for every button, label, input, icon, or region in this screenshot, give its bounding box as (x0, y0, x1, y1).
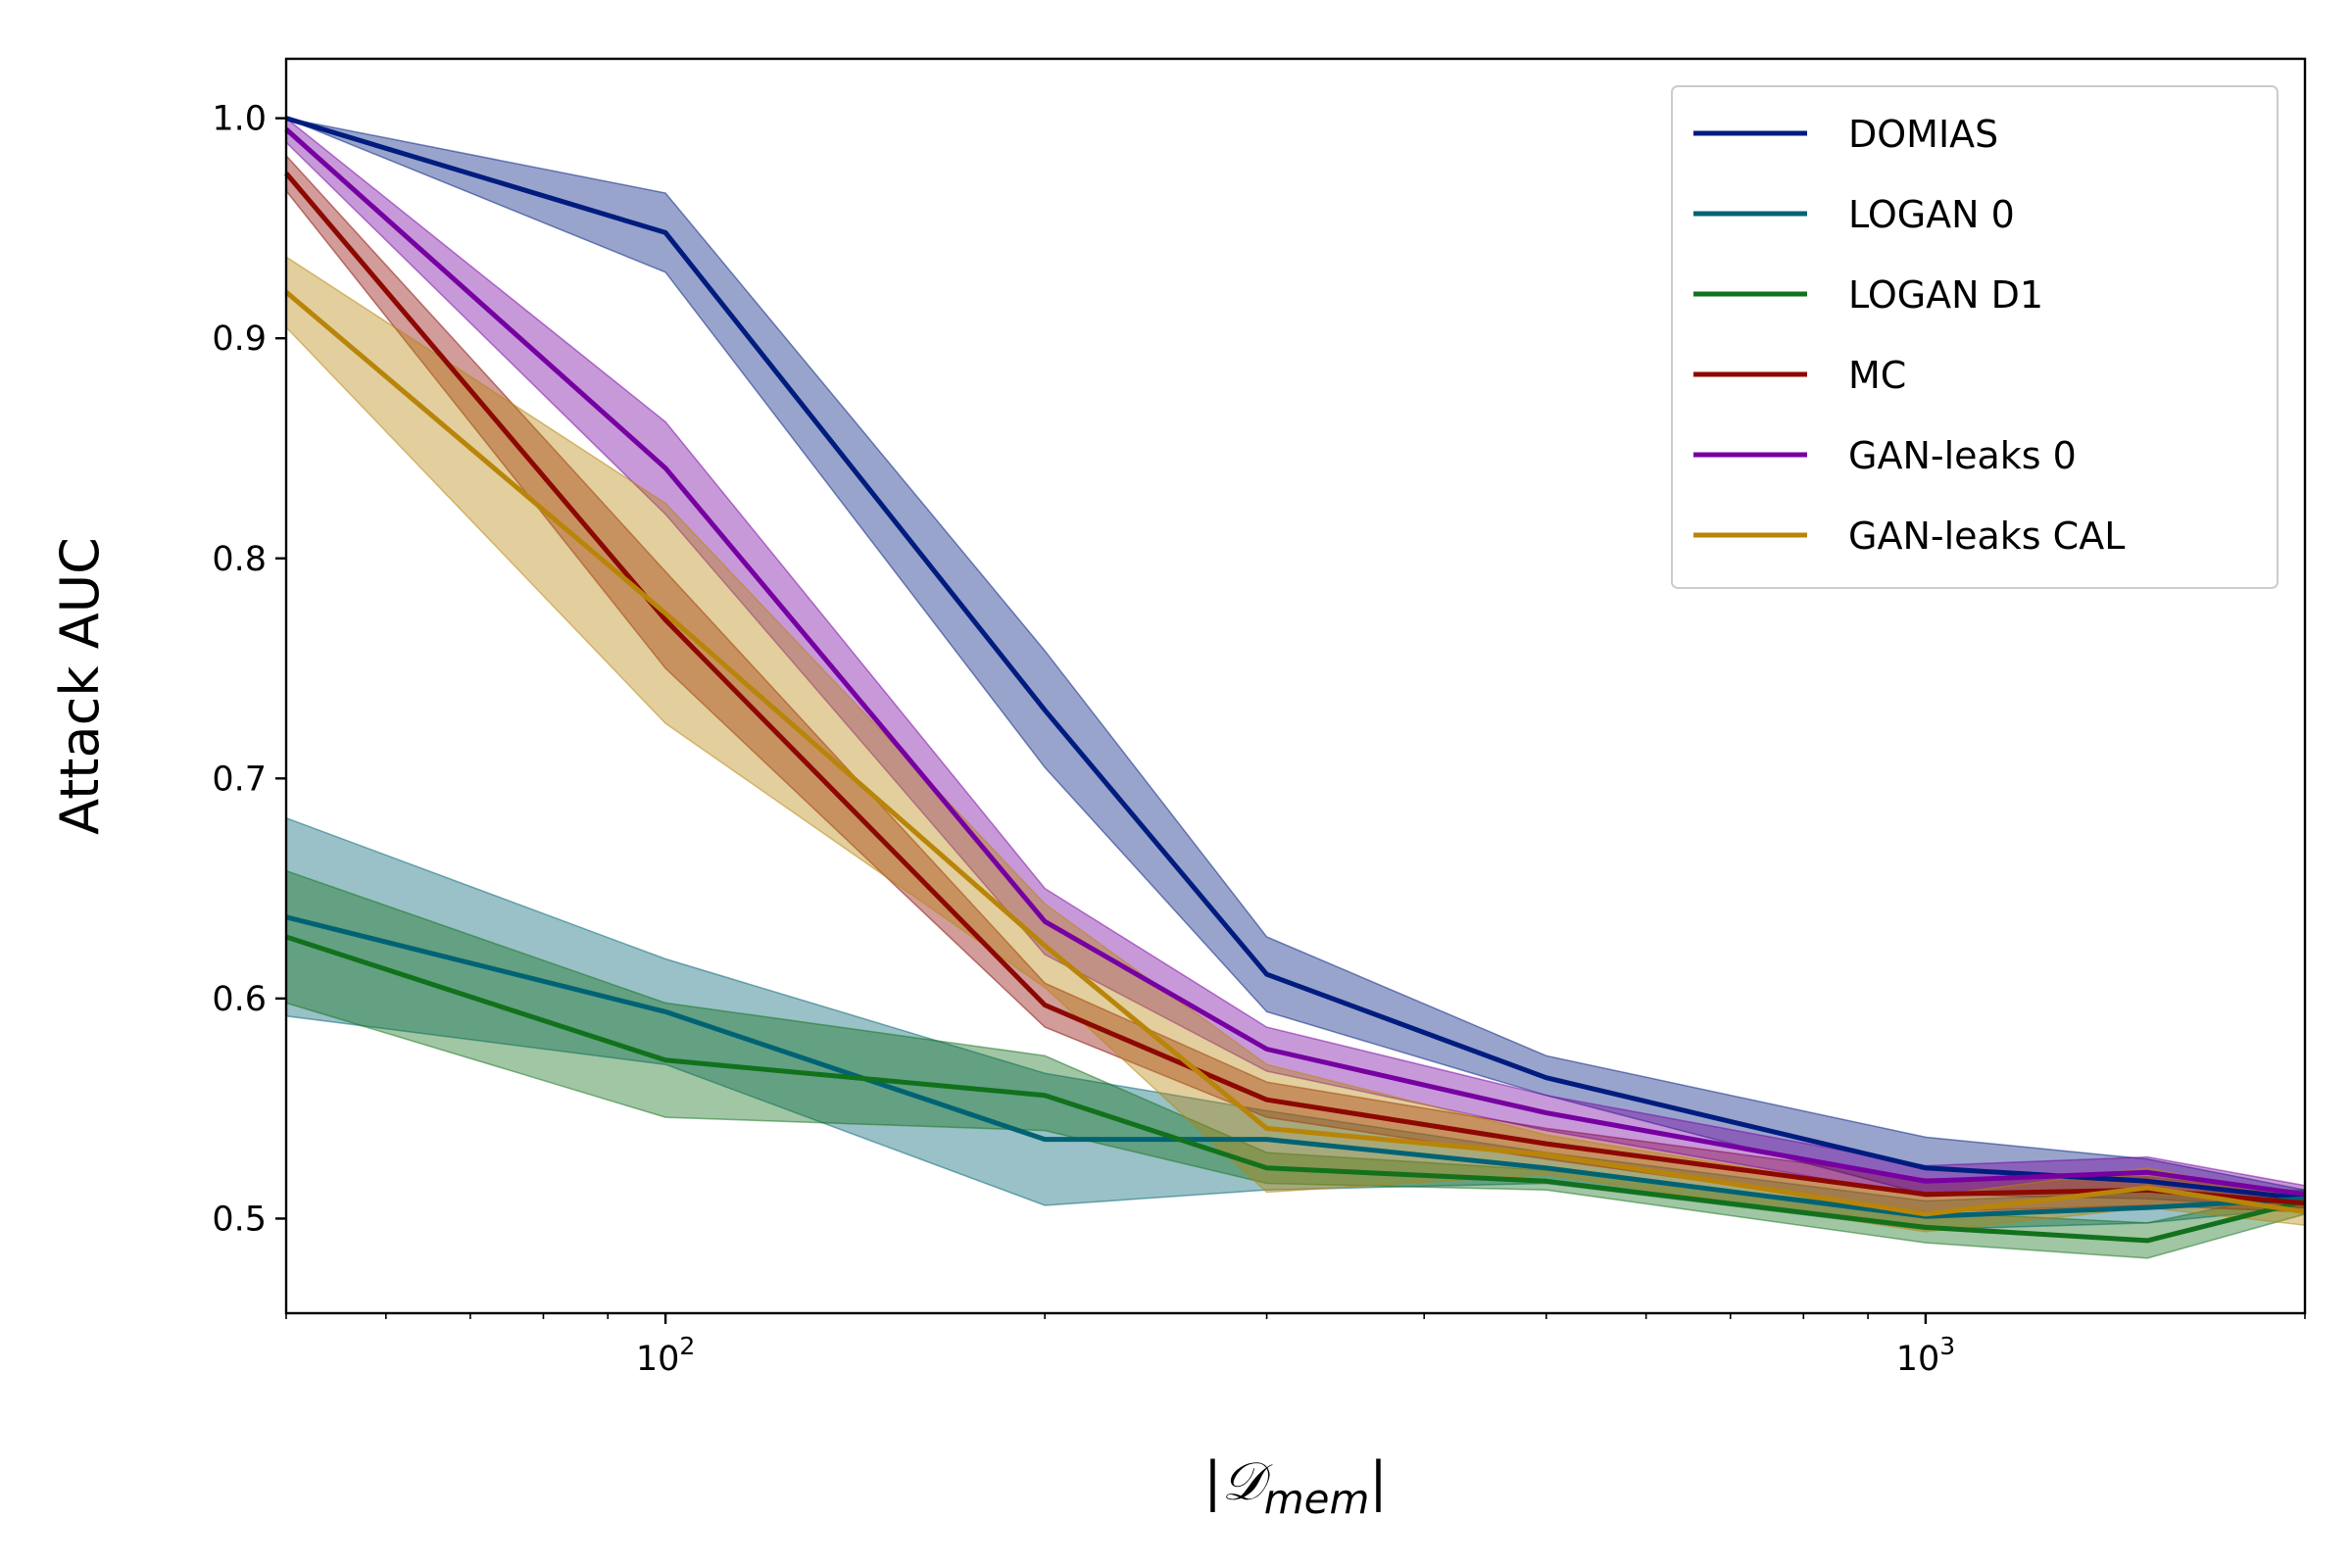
y-tick-label: 0.5 (212, 1200, 267, 1239)
legend-box (1671, 85, 2278, 589)
x-tick-label: 103 (1896, 1332, 1955, 1379)
y-tick-label: 0.6 (212, 980, 267, 1019)
legend-label-mc: MC (1848, 354, 1906, 397)
legend-label-logan-d1: LOGAN D1 (1848, 273, 2043, 317)
legend-label-gan-leaks-cal: GAN-leaks CAL (1848, 514, 2125, 558)
y-axis-title: Attack AUC (49, 537, 111, 835)
line-logan-d1 (285, 934, 2306, 1244)
line-domias (285, 116, 2306, 1201)
axes: 0.5 0.6 0.7 0.8 0.9 1.0 102 103 (212, 57, 2307, 1379)
axis-titles: Attack AUC |𝒟mem| (49, 537, 1388, 1523)
line-gan-leaks-cal (284, 290, 2306, 1217)
legend: DOMIAS LOGAN 0 LOGAN D1 MC GAN-leaks 0 GAN-le… (1671, 85, 2278, 589)
y-tick-label: 0.8 (212, 540, 267, 579)
series-lines (284, 116, 2306, 1244)
line-gan-leaks-0 (284, 127, 2306, 1198)
y-tick-label: 0.9 (212, 319, 267, 359)
legend-label-domias: DOMIAS (1848, 113, 1998, 156)
plot-frame (284, 57, 2307, 1315)
y-tick-label: 0.7 (212, 760, 267, 799)
y-tick-label: 1.0 (212, 100, 267, 139)
line-logan-0 (285, 914, 2306, 1219)
legend-label-gan-leaks-0: GAN-leaks 0 (1848, 434, 2077, 477)
legend-label-logan-0: LOGAN 0 (1848, 193, 2015, 236)
x-tick-label: 102 (636, 1332, 695, 1379)
x-axis-title: |𝒟mem| (1203, 1450, 1387, 1523)
